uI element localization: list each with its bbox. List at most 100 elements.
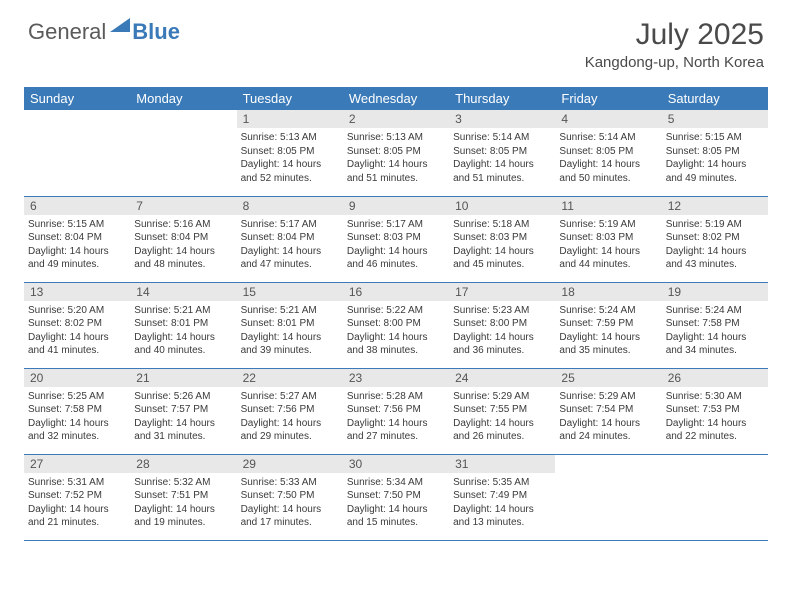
daylight-line: Daylight: 14 hours and 35 minutes. <box>559 331 657 358</box>
daylight-line: Daylight: 14 hours and 22 minutes. <box>666 417 764 444</box>
sunrise-line: Sunrise: 5:14 AM <box>453 131 551 145</box>
day-number: 24 <box>449 369 555 387</box>
sunset-line: Sunset: 8:05 PM <box>453 145 551 159</box>
calendar-day-cell: 21Sunrise: 5:26 AMSunset: 7:57 PMDayligh… <box>130 368 236 454</box>
sunrise-line: Sunrise: 5:28 AM <box>347 390 445 404</box>
sunset-line: Sunset: 7:58 PM <box>28 403 126 417</box>
weekday-header-row: SundayMondayTuesdayWednesdayThursdayFrid… <box>24 87 768 110</box>
day-number: 21 <box>130 369 236 387</box>
day-content: Sunrise: 5:14 AMSunset: 8:05 PMDaylight:… <box>449 128 555 188</box>
daylight-line: Daylight: 14 hours and 34 minutes. <box>666 331 764 358</box>
sunset-line: Sunset: 8:01 PM <box>241 317 339 331</box>
sunrise-line: Sunrise: 5:15 AM <box>666 131 764 145</box>
day-content: Sunrise: 5:17 AMSunset: 8:03 PMDaylight:… <box>343 215 449 275</box>
sunset-line: Sunset: 7:55 PM <box>453 403 551 417</box>
day-content: Sunrise: 5:33 AMSunset: 7:50 PMDaylight:… <box>237 473 343 533</box>
day-content: Sunrise: 5:34 AMSunset: 7:50 PMDaylight:… <box>343 473 449 533</box>
sunset-line: Sunset: 8:02 PM <box>666 231 764 245</box>
calendar-day-cell: 12Sunrise: 5:19 AMSunset: 8:02 PMDayligh… <box>662 196 768 282</box>
sunset-line: Sunset: 8:03 PM <box>559 231 657 245</box>
day-number: 18 <box>555 283 661 301</box>
weekday-header: Sunday <box>24 87 130 110</box>
calendar-day-cell: 17Sunrise: 5:23 AMSunset: 8:00 PMDayligh… <box>449 282 555 368</box>
weekday-header: Saturday <box>662 87 768 110</box>
day-content: Sunrise: 5:14 AMSunset: 8:05 PMDaylight:… <box>555 128 661 188</box>
sunset-line: Sunset: 7:59 PM <box>559 317 657 331</box>
daylight-line: Daylight: 14 hours and 45 minutes. <box>453 245 551 272</box>
sunrise-line: Sunrise: 5:16 AM <box>134 218 232 232</box>
daylight-line: Daylight: 14 hours and 52 minutes. <box>241 158 339 185</box>
sunset-line: Sunset: 7:50 PM <box>241 489 339 503</box>
sunrise-line: Sunrise: 5:34 AM <box>347 476 445 490</box>
daylight-line: Daylight: 14 hours and 29 minutes. <box>241 417 339 444</box>
daylight-line: Daylight: 14 hours and 17 minutes. <box>241 503 339 530</box>
logo-text-blue: Blue <box>132 19 180 45</box>
day-content: Sunrise: 5:16 AMSunset: 8:04 PMDaylight:… <box>130 215 236 275</box>
sunrise-line: Sunrise: 5:23 AM <box>453 304 551 318</box>
sunrise-line: Sunrise: 5:22 AM <box>347 304 445 318</box>
sunset-line: Sunset: 7:57 PM <box>134 403 232 417</box>
daylight-line: Daylight: 14 hours and 46 minutes. <box>347 245 445 272</box>
calendar-week-row: 20Sunrise: 5:25 AMSunset: 7:58 PMDayligh… <box>24 368 768 454</box>
location: Kangdong-up, North Korea <box>585 54 764 71</box>
day-content: Sunrise: 5:24 AMSunset: 7:59 PMDaylight:… <box>555 301 661 361</box>
sunrise-line: Sunrise: 5:17 AM <box>241 218 339 232</box>
calendar-day-cell: 18Sunrise: 5:24 AMSunset: 7:59 PMDayligh… <box>555 282 661 368</box>
daylight-line: Daylight: 14 hours and 47 minutes. <box>241 245 339 272</box>
weekday-header: Tuesday <box>237 87 343 110</box>
day-content: Sunrise: 5:27 AMSunset: 7:56 PMDaylight:… <box>237 387 343 447</box>
sunset-line: Sunset: 7:53 PM <box>666 403 764 417</box>
day-number: 4 <box>555 110 661 128</box>
day-content: Sunrise: 5:15 AMSunset: 8:04 PMDaylight:… <box>24 215 130 275</box>
calendar-day-cell: 4Sunrise: 5:14 AMSunset: 8:05 PMDaylight… <box>555 110 661 196</box>
calendar-day-cell: 15Sunrise: 5:21 AMSunset: 8:01 PMDayligh… <box>237 282 343 368</box>
day-number: 17 <box>449 283 555 301</box>
day-number: 27 <box>24 455 130 473</box>
day-number: 26 <box>662 369 768 387</box>
calendar-day-cell: 19Sunrise: 5:24 AMSunset: 7:58 PMDayligh… <box>662 282 768 368</box>
sunset-line: Sunset: 7:58 PM <box>666 317 764 331</box>
day-content: Sunrise: 5:21 AMSunset: 8:01 PMDaylight:… <box>237 301 343 361</box>
month-title: July 2025 <box>585 18 764 52</box>
day-number: 29 <box>237 455 343 473</box>
calendar-empty-cell <box>555 454 661 540</box>
daylight-line: Daylight: 14 hours and 50 minutes. <box>559 158 657 185</box>
calendar-day-cell: 25Sunrise: 5:29 AMSunset: 7:54 PMDayligh… <box>555 368 661 454</box>
weekday-header: Thursday <box>449 87 555 110</box>
calendar-day-cell: 1Sunrise: 5:13 AMSunset: 8:05 PMDaylight… <box>237 110 343 196</box>
sunset-line: Sunset: 7:51 PM <box>134 489 232 503</box>
calendar-empty-cell <box>24 110 130 196</box>
day-number: 22 <box>237 369 343 387</box>
sunrise-line: Sunrise: 5:31 AM <box>28 476 126 490</box>
title-block: July 2025 Kangdong-up, North Korea <box>585 18 764 71</box>
calendar-day-cell: 20Sunrise: 5:25 AMSunset: 7:58 PMDayligh… <box>24 368 130 454</box>
sunrise-line: Sunrise: 5:29 AM <box>559 390 657 404</box>
calendar-day-cell: 3Sunrise: 5:14 AMSunset: 8:05 PMDaylight… <box>449 110 555 196</box>
sunset-line: Sunset: 7:49 PM <box>453 489 551 503</box>
sunrise-line: Sunrise: 5:35 AM <box>453 476 551 490</box>
daylight-line: Daylight: 14 hours and 51 minutes. <box>453 158 551 185</box>
calendar-day-cell: 13Sunrise: 5:20 AMSunset: 8:02 PMDayligh… <box>24 282 130 368</box>
sunrise-line: Sunrise: 5:29 AM <box>453 390 551 404</box>
day-number: 6 <box>24 197 130 215</box>
sunset-line: Sunset: 8:03 PM <box>347 231 445 245</box>
day-number: 31 <box>449 455 555 473</box>
day-number: 7 <box>130 197 236 215</box>
day-content: Sunrise: 5:31 AMSunset: 7:52 PMDaylight:… <box>24 473 130 533</box>
day-number: 14 <box>130 283 236 301</box>
daylight-line: Daylight: 14 hours and 41 minutes. <box>28 331 126 358</box>
daylight-line: Daylight: 14 hours and 13 minutes. <box>453 503 551 530</box>
day-content: Sunrise: 5:13 AMSunset: 8:05 PMDaylight:… <box>237 128 343 188</box>
daylight-line: Daylight: 14 hours and 32 minutes. <box>28 417 126 444</box>
calendar-empty-cell <box>130 110 236 196</box>
daylight-line: Daylight: 14 hours and 39 minutes. <box>241 331 339 358</box>
day-content: Sunrise: 5:29 AMSunset: 7:54 PMDaylight:… <box>555 387 661 447</box>
day-number: 8 <box>237 197 343 215</box>
daylight-line: Daylight: 14 hours and 27 minutes. <box>347 417 445 444</box>
day-number: 15 <box>237 283 343 301</box>
day-content: Sunrise: 5:21 AMSunset: 8:01 PMDaylight:… <box>130 301 236 361</box>
calendar-day-cell: 8Sunrise: 5:17 AMSunset: 8:04 PMDaylight… <box>237 196 343 282</box>
logo-text-general: General <box>28 19 106 45</box>
day-number: 11 <box>555 197 661 215</box>
day-number: 2 <box>343 110 449 128</box>
